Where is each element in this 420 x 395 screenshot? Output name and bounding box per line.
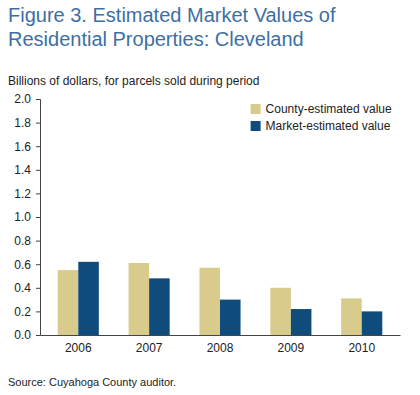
tick-label: 1.8	[14, 116, 31, 130]
bar	[362, 311, 383, 335]
tick: 2006	[65, 341, 92, 355]
legend-label: County-estimated value	[266, 102, 392, 116]
bar	[270, 288, 291, 335]
tick-mark	[36, 99, 40, 100]
tick: 2007	[136, 341, 163, 355]
bar	[341, 298, 362, 335]
tick: 1.8	[14, 116, 40, 130]
bars	[58, 262, 383, 335]
tick-mark	[36, 193, 40, 194]
tick-mark	[36, 241, 40, 242]
tick-mark	[36, 288, 40, 289]
title: Figure 3. Estimated Market Values ofResi…	[8, 4, 336, 50]
tick-label: 0.6	[14, 258, 31, 272]
tick-label: 1.6	[14, 140, 31, 154]
tick-mark	[36, 335, 40, 336]
legend-label: Market-estimated value	[266, 119, 391, 133]
tick-label: 1.0	[14, 210, 31, 224]
legend-item: Market-estimated value	[251, 119, 391, 133]
tick: 2009	[278, 341, 305, 355]
axis-line	[41, 335, 401, 336]
tick-mark	[36, 146, 40, 147]
chart: Figure 3. Estimated Market Values ofResi…	[0, 0, 420, 395]
tick: 1.0	[14, 210, 40, 224]
tick-mark	[36, 123, 40, 124]
source: Source: Cuyahoga County auditor.	[8, 376, 176, 388]
bar	[291, 309, 312, 335]
tick: 0.4	[14, 281, 40, 295]
tick-mark	[36, 264, 40, 265]
tick-label: 2007	[136, 341, 163, 355]
tick: 0.2	[14, 305, 40, 319]
tick-mark	[36, 217, 40, 218]
x-axis: 2006 2007 2008 2009 2010	[41, 336, 401, 355]
tick-label: 1.4	[14, 163, 31, 177]
tick: 1.6	[14, 140, 40, 154]
tick-label: 2006	[65, 341, 92, 355]
title-line: Figure 3. Estimated Market Values of	[8, 4, 336, 26]
bar	[58, 270, 79, 335]
bar	[129, 263, 150, 335]
tick-label: 1.2	[14, 187, 31, 201]
tick: 1.4	[14, 163, 40, 177]
legend-swatch	[251, 121, 261, 131]
tick: 2008	[207, 341, 234, 355]
plot: 0.00.20.40.60.81.01.21.41.61.82.02006200…	[14, 92, 400, 354]
tick-label: 0.4	[14, 281, 31, 295]
tick: 0.0	[14, 328, 40, 342]
tick: 0.6	[14, 258, 40, 272]
tick: 2.0	[14, 92, 40, 106]
legend: County-estimated value Market-estimated v…	[251, 102, 392, 133]
title-line: Residential Properties: Cleveland	[8, 28, 304, 50]
bar	[78, 262, 99, 335]
tick: 0.8	[14, 234, 40, 248]
bar	[149, 278, 170, 335]
legend-item: County-estimated value	[251, 102, 392, 116]
tick-label: 0.8	[14, 234, 31, 248]
tick: 2010	[348, 341, 375, 355]
tick-label: 2009	[278, 341, 305, 355]
tick-label: 2010	[348, 341, 375, 355]
series	[78, 262, 382, 335]
tick-label: 2.0	[14, 92, 31, 106]
tick-label: 2008	[207, 341, 234, 355]
tick-label: 0.2	[14, 305, 31, 319]
axis-line	[36, 100, 41, 336]
bar	[220, 300, 241, 335]
tick: 1.2	[14, 187, 40, 201]
legend-swatch	[251, 104, 261, 114]
tick-mark	[36, 170, 40, 171]
tick-mark	[36, 311, 40, 312]
subtitle: Billions of dollars, for parcels sold du…	[8, 74, 259, 88]
series	[58, 263, 362, 335]
bar	[199, 268, 220, 335]
y-axis: 0.0 0.2 0.4 0.6 0.8 1.0 1.2 1.4 1.6 1.8 2.0	[14, 92, 40, 342]
tick-label: 0.0	[14, 328, 31, 342]
